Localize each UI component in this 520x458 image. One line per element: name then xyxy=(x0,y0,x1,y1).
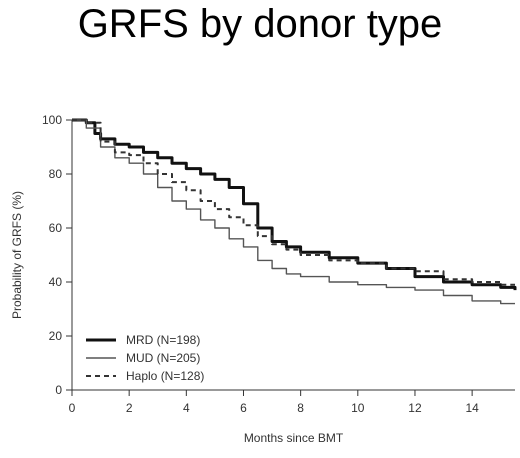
x-tick-label: 2 xyxy=(126,401,133,415)
y-tick-label: 60 xyxy=(49,221,63,235)
x-tick-label: 12 xyxy=(408,401,422,415)
legend-label: MRD (N=198) xyxy=(126,333,200,347)
chart-title: GRFS by donor type xyxy=(77,2,443,46)
y-tick-label: 80 xyxy=(49,167,63,181)
x-tick-label: 10 xyxy=(351,401,365,415)
x-tick-label: 6 xyxy=(240,401,247,415)
x-tick-label: 4 xyxy=(183,401,190,415)
survival-curves xyxy=(72,118,517,305)
y-tick-label: 100 xyxy=(42,113,62,127)
series-line-mud xyxy=(72,119,515,305)
legend: MRD (N=198) MUD (N=205) Haplo (N=128) xyxy=(86,333,204,383)
series-line-mrd xyxy=(72,118,517,291)
x-tick-label: 0 xyxy=(69,401,76,415)
y-tick-label: 20 xyxy=(49,329,63,343)
series-line-haplo xyxy=(72,119,515,286)
x-tick-label: 14 xyxy=(465,401,479,415)
legend-label: MUD (N=205) xyxy=(126,351,200,365)
x-axis-title: Months since BMT xyxy=(244,431,344,445)
x-tick-label: 8 xyxy=(297,401,304,415)
y-tick-label: 40 xyxy=(49,275,63,289)
axes: 0 20 40 60 80 100 0 2 4 6 8 10 12 14 Months since BMT P… xyxy=(10,113,515,445)
y-axis-title: Probability of GRFS (%) xyxy=(10,191,24,319)
legend-label: Haplo (N=128) xyxy=(126,369,204,383)
y-tick-label: 0 xyxy=(55,383,62,397)
